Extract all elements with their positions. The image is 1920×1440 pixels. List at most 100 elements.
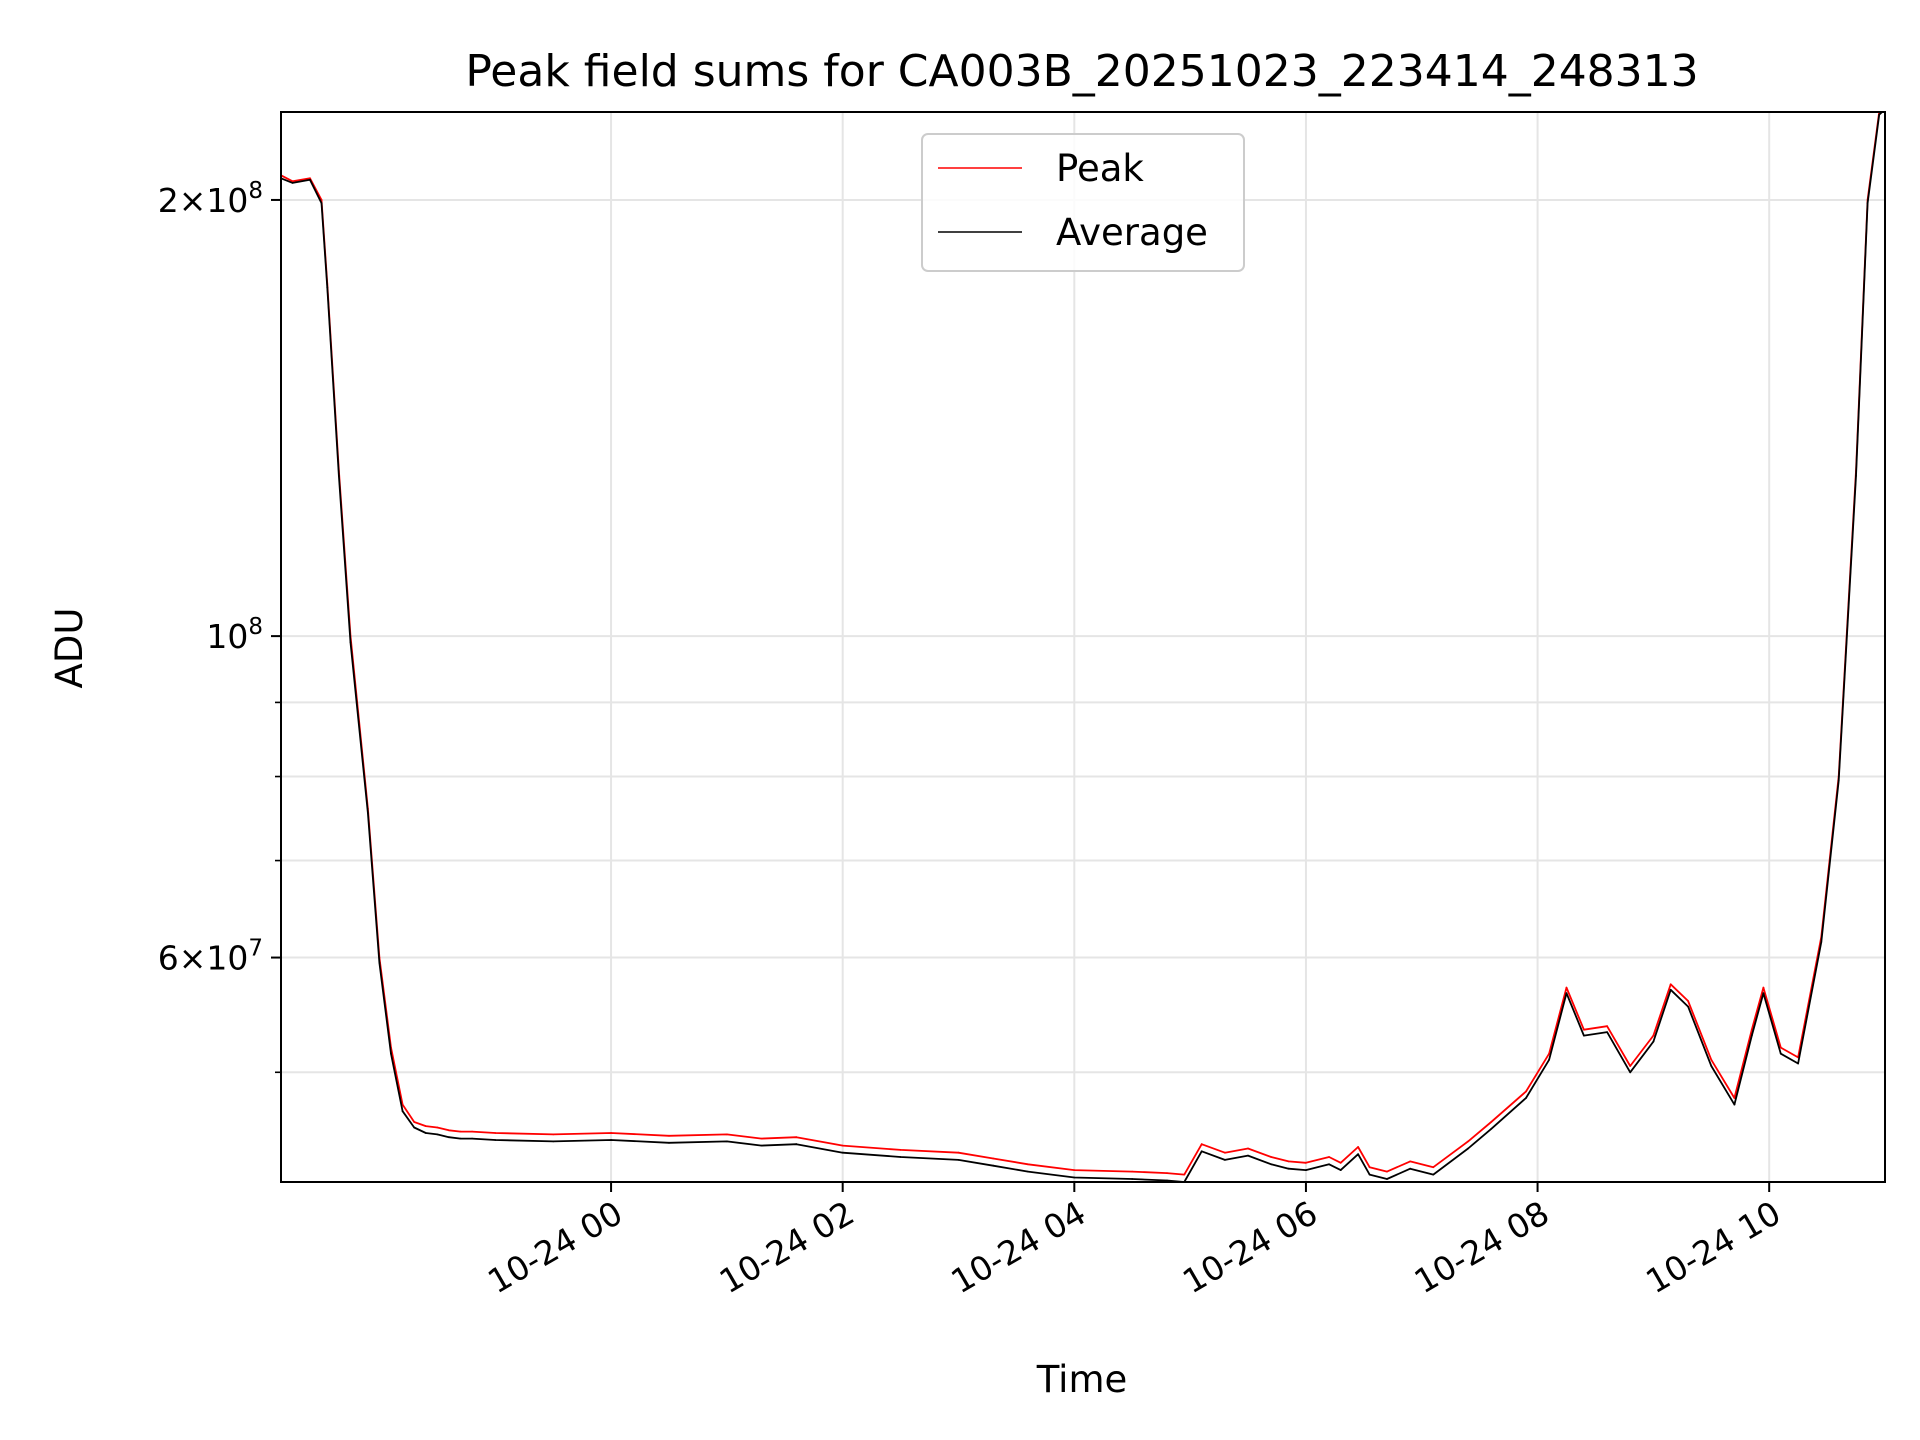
data-point bbox=[1866, 202, 1869, 205]
data-point bbox=[992, 1164, 995, 1167]
data-point bbox=[390, 1052, 392, 1055]
data-point bbox=[1368, 1166, 1371, 1169]
data-point bbox=[309, 178, 311, 181]
data-point bbox=[1687, 1000, 1689, 1002]
data-point bbox=[795, 1136, 798, 1139]
data-point bbox=[1386, 1170, 1388, 1173]
data-point bbox=[1762, 986, 1765, 989]
data-point bbox=[1565, 992, 1568, 995]
data-point bbox=[1339, 1169, 1342, 1171]
data-point bbox=[1432, 1166, 1435, 1169]
plot-frame bbox=[280, 111, 1886, 1183]
data-point bbox=[1166, 1172, 1168, 1174]
data-point bbox=[1525, 1090, 1527, 1093]
data-point bbox=[1583, 1028, 1585, 1031]
data-point bbox=[1328, 1156, 1330, 1158]
data-point bbox=[1287, 1167, 1290, 1170]
data-point bbox=[436, 1133, 439, 1136]
data-point bbox=[1224, 1151, 1226, 1154]
chart-title: Peak field sums for CA003B_20251023_2234… bbox=[465, 46, 1698, 97]
data-point bbox=[992, 1157, 995, 1160]
data-point bbox=[1669, 983, 1672, 986]
legend-label-average: Average bbox=[1056, 211, 1208, 254]
data-point bbox=[1200, 1143, 1203, 1146]
data-point bbox=[1339, 1161, 1342, 1164]
series-peak bbox=[281, 112, 1881, 1176]
data-point bbox=[957, 1159, 960, 1161]
data-point bbox=[1525, 1097, 1527, 1099]
data-point bbox=[1583, 1034, 1585, 1037]
data-point bbox=[1629, 1065, 1632, 1067]
data-point bbox=[1548, 1058, 1550, 1061]
data-point bbox=[1073, 1176, 1076, 1179]
data-point bbox=[1305, 1161, 1307, 1164]
y-axis-label: ADU bbox=[48, 608, 91, 689]
data-point bbox=[1797, 1062, 1799, 1065]
data-point bbox=[1687, 1005, 1689, 1008]
data-point bbox=[1779, 1046, 1782, 1049]
data-point bbox=[726, 1133, 728, 1136]
data-point bbox=[1490, 1121, 1493, 1123]
data-point bbox=[1247, 1147, 1249, 1150]
data-point bbox=[338, 475, 340, 477]
y-tick-label: 6×107 bbox=[158, 936, 263, 978]
data-point bbox=[1733, 1103, 1736, 1106]
data-point bbox=[1710, 1065, 1713, 1067]
data-point bbox=[668, 1141, 670, 1144]
data-point bbox=[1386, 1178, 1388, 1180]
data-point bbox=[367, 812, 369, 814]
data-point bbox=[1027, 1163, 1029, 1166]
data-point bbox=[1409, 1167, 1412, 1170]
data-point bbox=[610, 1132, 612, 1134]
data-point bbox=[320, 202, 323, 205]
data-point bbox=[1629, 1071, 1632, 1074]
data-point bbox=[760, 1144, 763, 1147]
data-point bbox=[552, 1133, 555, 1136]
data-point bbox=[291, 180, 294, 183]
data-point bbox=[413, 1121, 416, 1123]
data-point bbox=[424, 1125, 427, 1127]
data-point bbox=[1467, 1147, 1469, 1150]
data-point bbox=[459, 1137, 462, 1140]
data-point bbox=[1357, 1153, 1359, 1156]
data-point bbox=[1247, 1154, 1249, 1157]
y-tick-label: 2×108 bbox=[158, 178, 263, 220]
grid bbox=[281, 112, 1885, 1182]
data-point bbox=[899, 1149, 902, 1151]
data-point bbox=[378, 961, 381, 964]
data-point bbox=[1548, 1052, 1550, 1055]
data-point bbox=[349, 641, 352, 644]
data-point bbox=[1467, 1140, 1469, 1143]
y-axis-ticks: 6×107 108 2×108 bbox=[158, 178, 281, 1074]
data-point bbox=[424, 1132, 427, 1134]
data-point bbox=[1750, 1034, 1753, 1037]
data-point bbox=[1837, 779, 1840, 782]
series-average bbox=[281, 112, 1884, 1182]
data-point bbox=[1200, 1150, 1203, 1153]
data-point bbox=[448, 1136, 450, 1139]
data-point bbox=[326, 286, 329, 289]
data-point bbox=[552, 1140, 555, 1143]
data-point bbox=[1820, 941, 1823, 943]
data-point bbox=[494, 1132, 497, 1134]
data-point bbox=[1432, 1173, 1435, 1176]
data-point bbox=[1166, 1179, 1168, 1182]
data-point bbox=[471, 1130, 473, 1133]
legend: Peak Average bbox=[921, 133, 1245, 272]
data-point bbox=[610, 1139, 612, 1141]
data-point bbox=[1779, 1052, 1782, 1055]
data-point bbox=[1270, 1156, 1273, 1158]
data-point bbox=[726, 1140, 728, 1143]
data-point bbox=[1305, 1169, 1307, 1171]
data-point bbox=[471, 1137, 473, 1140]
data-point bbox=[760, 1137, 763, 1140]
data-point bbox=[459, 1130, 462, 1133]
data-point bbox=[291, 182, 294, 184]
data-point bbox=[309, 177, 311, 180]
y-tick-label: 108 bbox=[206, 614, 263, 656]
data-point bbox=[1652, 1040, 1655, 1043]
data-point bbox=[1368, 1173, 1371, 1176]
data-point bbox=[436, 1126, 439, 1129]
data-point bbox=[1224, 1159, 1226, 1161]
